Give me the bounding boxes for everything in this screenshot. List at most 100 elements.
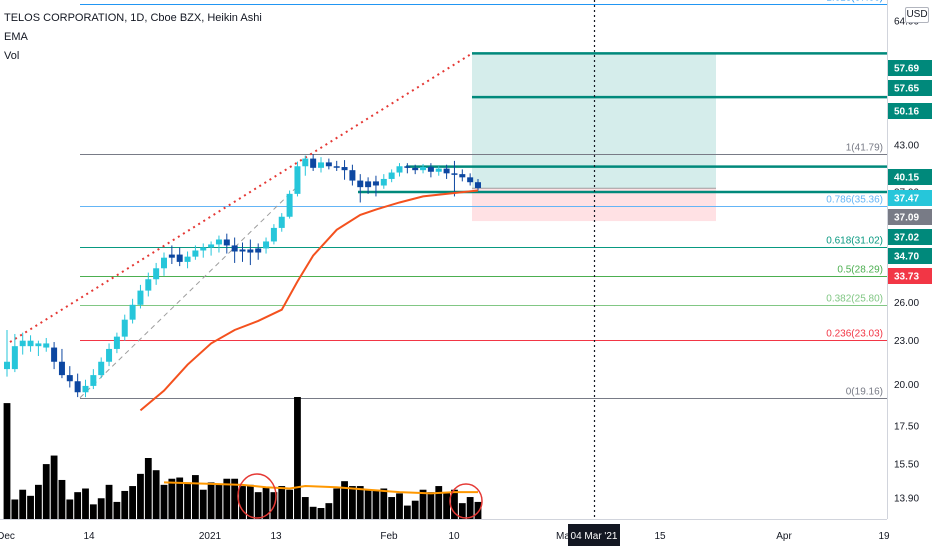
volume-bar xyxy=(466,497,474,519)
candle-body xyxy=(420,167,427,171)
candle-body xyxy=(231,245,238,252)
volume-bar xyxy=(176,477,184,519)
volume-bar xyxy=(74,492,82,519)
candle-body xyxy=(74,381,81,393)
volume-ma-line xyxy=(163,481,478,495)
time-axis-bg xyxy=(0,519,887,550)
price-badge xyxy=(888,190,932,206)
candle-body xyxy=(325,162,332,167)
price-badge-label: 40.15 xyxy=(894,173,919,184)
volume-bar xyxy=(458,503,466,519)
volume-bar xyxy=(474,501,482,519)
currency-unit-button[interactable]: USD xyxy=(905,7,929,23)
time-tick-label: 2021 xyxy=(199,531,222,542)
volume-bar xyxy=(301,497,309,519)
candle-body xyxy=(11,346,18,370)
volume-bar xyxy=(215,483,223,519)
candle-body xyxy=(302,158,309,167)
volume-bar xyxy=(35,484,42,519)
candle-body xyxy=(278,216,285,228)
volume-bar xyxy=(223,478,231,519)
volume-bar xyxy=(317,508,325,519)
price-badge-label: 57.69 xyxy=(894,64,919,75)
price-badge-label: 33.73 xyxy=(894,272,919,283)
price-badge xyxy=(888,169,932,185)
volume-indicator-label[interactable]: Vol xyxy=(4,50,20,62)
volume-bar xyxy=(246,484,254,519)
candle-body xyxy=(372,181,379,186)
price-tick-label: 43.00 xyxy=(894,141,919,152)
volume-bar xyxy=(349,486,356,519)
volume-bar xyxy=(333,488,341,519)
candle-body xyxy=(427,167,434,172)
fib-label: 0.5(28.29) xyxy=(837,265,883,276)
volume-bar xyxy=(97,498,105,519)
candle-body xyxy=(333,166,340,168)
fib-label: 0.618(31.02) xyxy=(826,236,883,247)
ema-line xyxy=(139,189,479,412)
candle-body xyxy=(475,182,481,188)
candle-body xyxy=(310,158,317,168)
volume-bar xyxy=(427,492,435,519)
volume-bar xyxy=(137,473,144,519)
candle-body xyxy=(435,168,442,172)
candle-body xyxy=(443,168,450,174)
candle-body xyxy=(153,268,160,280)
candle-body xyxy=(168,254,175,258)
volume-bar xyxy=(262,487,270,519)
price-badge-label: 37.47 xyxy=(894,194,919,205)
candle-body xyxy=(113,336,120,349)
time-tick-label: 14 xyxy=(83,531,95,542)
candle-body xyxy=(58,361,65,376)
price-tick-label: 23.00 xyxy=(894,336,919,347)
volume-bar xyxy=(396,493,403,519)
price-badge-label: 57.65 xyxy=(894,84,919,95)
volume-bar xyxy=(419,489,427,519)
price-tick-label: 20.00 xyxy=(894,380,919,391)
fib-label: 0.786(35.36) xyxy=(826,195,883,206)
volume-bar xyxy=(451,489,458,519)
volume-bar xyxy=(144,458,152,519)
crosshair-date-badge xyxy=(568,524,620,546)
volume-circle-annotation xyxy=(237,473,277,519)
fib-label: 0.236(23.03) xyxy=(826,329,883,340)
candle-body xyxy=(176,254,183,262)
price-badge xyxy=(888,229,932,245)
volume-bar xyxy=(341,481,348,519)
price-badge-label: 37.02 xyxy=(894,233,919,244)
volume-bar xyxy=(129,486,136,519)
candle-body xyxy=(200,247,207,251)
price-badge-label: 37.09 xyxy=(894,213,919,224)
volume-bar xyxy=(254,492,262,519)
volume-bar xyxy=(3,403,11,519)
price-tick-label: 15.50 xyxy=(894,459,919,470)
time-tick-label: 19 xyxy=(878,531,890,542)
volume-bar xyxy=(184,482,191,519)
candle-body xyxy=(184,256,191,262)
volume-bar xyxy=(443,492,450,519)
candle-body xyxy=(404,166,411,168)
candle-body xyxy=(90,375,97,386)
candle-body xyxy=(27,340,34,347)
trend-line-dotted xyxy=(9,52,473,343)
volume-bar xyxy=(11,499,19,519)
volume-bar xyxy=(309,506,317,519)
time-tick-label: Dec xyxy=(0,531,15,542)
trend-line-dashed xyxy=(79,183,301,399)
candle-body xyxy=(82,385,89,393)
volume-bar xyxy=(168,478,176,519)
volume-bar xyxy=(27,495,34,519)
symbol-title: TELOS CORPORATION, 1D, Cboe BZX, Heikin … xyxy=(4,12,262,24)
candle-body xyxy=(121,319,128,337)
volume-bar xyxy=(372,490,380,519)
candle-body xyxy=(388,172,395,179)
candle-body xyxy=(349,170,356,181)
candle-body xyxy=(318,162,324,168)
fib-label: 1.618(67.66) xyxy=(826,0,883,4)
volume-bar xyxy=(435,486,443,519)
ema-indicator-label[interactable]: EMA xyxy=(4,31,28,43)
volume-bar xyxy=(42,464,50,519)
candle-body xyxy=(192,250,199,257)
candle-body xyxy=(286,193,293,217)
